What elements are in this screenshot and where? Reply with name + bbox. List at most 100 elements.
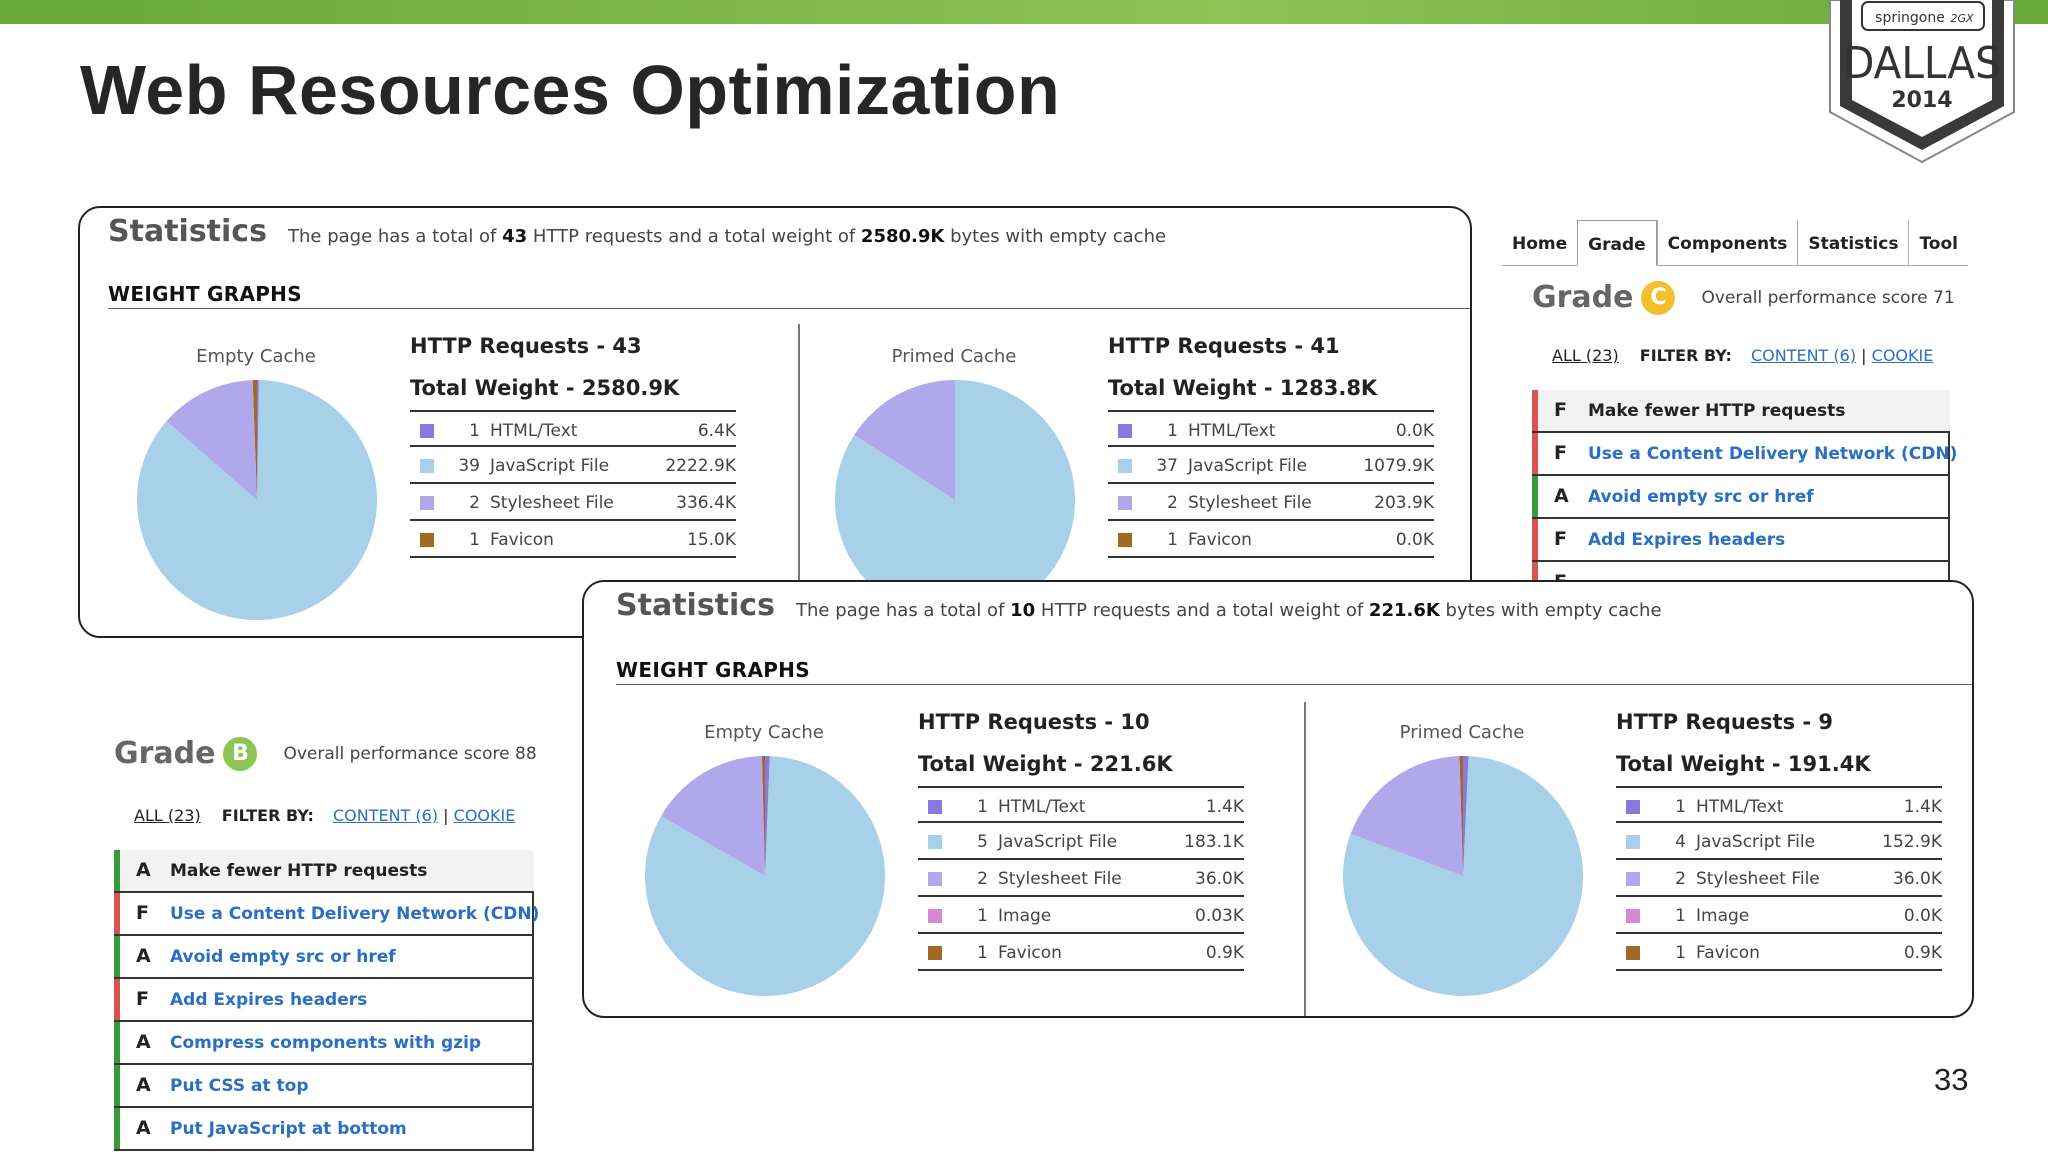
favicon-swatch	[1118, 533, 1132, 547]
http-requests-heading: HTTP Requests - 9	[1616, 710, 1834, 734]
tab-tools[interactable]: Tool	[1908, 220, 1968, 266]
rule-grade: A	[136, 1117, 151, 1139]
primed-cache-label: Primed Cache	[1399, 722, 1525, 743]
top-accent-bar	[0, 0, 2048, 24]
resource-count: 1	[1675, 906, 1686, 926]
resource-count: 1	[1167, 421, 1178, 441]
rule-text[interactable]: Use a Content Delivery Network (CDN)	[170, 904, 540, 924]
pie-slice-css	[166, 380, 257, 500]
filter-cookie-link[interactable]: COOKIE	[1871, 346, 1934, 365]
summary-text: HTTP requests and a total weight of	[527, 226, 861, 247]
rule-item[interactable]: F Use a Content Delivery Network (CDN)	[114, 893, 539, 936]
filter-all-link[interactable]: ALL (23)	[1552, 346, 1619, 365]
status-bar	[1532, 433, 1538, 474]
filter-cookie-link[interactable]: COOKIE	[453, 806, 516, 825]
grade-pane-left: Grade B Overall performance score 88 ALL (…	[110, 732, 550, 1152]
image-swatch	[1626, 909, 1640, 923]
rule-list: F Make fewer HTTP requests F Use a Content …	[1532, 390, 1957, 605]
resource-type: HTML/Text	[998, 797, 1086, 817]
rule-text[interactable]: Use a Content Delivery Network (CDN)	[1588, 444, 1958, 464]
statistics-panel-top: Statistics The page has a total of 43 HT…	[78, 206, 1472, 638]
status-bar	[114, 936, 120, 977]
rule-grade: A	[136, 945, 151, 967]
resource-count: 39	[458, 456, 480, 476]
tab-bar: Home Grade Components Statistics Tool	[1502, 220, 1968, 266]
filter-content-link[interactable]: CONTENT (6)	[1750, 346, 1857, 365]
tab-statistics[interactable]: Statistics	[1797, 220, 1908, 266]
rule-item[interactable]: F Make fewer HTTP requests	[1532, 390, 1950, 433]
resource-table: 1 HTML/Text 0.0K 37 JavaScript File 1079.9K 2 S…	[1108, 410, 1434, 558]
http-requests-heading: HTTP Requests - 10	[918, 710, 1150, 734]
grade-header: Grade C Overall performance score 71	[1532, 280, 1955, 315]
conference-badge-logo: springone 2GX DALLAS 2014	[1829, 0, 2015, 164]
resource-table: 1 HTML/Text 6.4K 39 JavaScript File 2222.9K 2 S…	[410, 410, 736, 558]
rule-item[interactable]: F Use a Content Delivery Network (CDN)	[1532, 433, 1957, 476]
html-swatch	[1626, 800, 1640, 814]
rule-text[interactable]: Put JavaScript at bottom	[170, 1119, 407, 1139]
filter-bar: ALL (23) FILTER BY: CONTENT (6) | COOKIE	[1552, 346, 1933, 365]
resource-count: 2	[977, 869, 988, 889]
badge-year: 2014	[1891, 88, 1952, 113]
rule-text[interactable]: Avoid empty src or href	[170, 947, 396, 967]
resource-row: 1 Image 0.03K	[918, 897, 1244, 934]
resource-count: 2	[469, 493, 480, 513]
rule-item[interactable]: A Make fewer HTTP requests	[114, 850, 534, 893]
rule-text[interactable]: Make fewer HTTP requests	[170, 861, 428, 881]
rule-item[interactable]: A Avoid empty src or href	[114, 936, 534, 979]
performance-score: Overall performance score 71	[1701, 287, 1955, 308]
divider	[108, 308, 1470, 309]
resource-row: 1 Favicon 0.9K	[1616, 934, 1942, 971]
rule-text[interactable]: Make fewer HTTP requests	[1588, 401, 1846, 421]
filter-all-link[interactable]: ALL (23)	[134, 806, 201, 825]
weight-graphs-heading: WEIGHT GRAPHS	[108, 282, 302, 306]
resource-row: 37 JavaScript File 1079.9K	[1108, 447, 1434, 484]
resource-size: 36.0K	[1195, 869, 1244, 889]
rule-text[interactable]: Add Expires headers	[1588, 530, 1786, 550]
html-swatch	[1118, 424, 1132, 438]
svg-text:2GX: 2GX	[1950, 12, 1974, 25]
js-swatch	[420, 459, 434, 473]
performance-score: Overall performance score 88	[283, 743, 537, 764]
js-swatch	[928, 835, 942, 849]
empty-cache-label: Empty Cache	[704, 722, 824, 743]
rule-item[interactable]: A Avoid empty src or href	[1532, 476, 1950, 519]
summary-text: bytes with empty cache	[1439, 600, 1662, 621]
status-bar	[114, 1065, 120, 1106]
empty-cache-label: Empty Cache	[196, 346, 316, 367]
page-number: 33	[1934, 1062, 1969, 1097]
rule-text[interactable]: Put CSS at top	[170, 1076, 309, 1096]
favicon-swatch	[420, 533, 434, 547]
rule-item[interactable]: F Add Expires headers	[1532, 519, 1950, 562]
rule-item[interactable]: A Put JavaScript at bottom	[114, 1108, 534, 1151]
grade-c-badge: C	[1641, 280, 1676, 315]
rule-text[interactable]: Add Expires headers	[170, 990, 368, 1010]
js-swatch	[1118, 459, 1132, 473]
resource-row: 1 Favicon 0.9K	[918, 934, 1244, 971]
tab-components[interactable]: Components	[1656, 220, 1798, 266]
resource-count: 1	[469, 530, 480, 550]
statistics-panel-bottom: Statistics The page has a total of 10 HT…	[582, 580, 1974, 1018]
rule-text[interactable]: Compress components with gzip	[170, 1033, 482, 1053]
resource-size: 2222.9K	[665, 456, 736, 476]
status-bar	[114, 1108, 120, 1149]
rule-item[interactable]: F Add Expires headers	[114, 979, 534, 1022]
rule-grade: A	[136, 1074, 151, 1096]
pie-slice-js	[835, 380, 1075, 620]
rule-text[interactable]: Avoid empty src or href	[1588, 487, 1814, 507]
tab-home[interactable]: Home	[1512, 234, 1568, 254]
rule-item[interactable]: A Compress components with gzip	[114, 1022, 534, 1065]
resource-count: 1	[977, 906, 988, 926]
filter-content-link[interactable]: CONTENT (6)	[332, 806, 439, 825]
rule-item[interactable]: A Put CSS at top	[114, 1065, 534, 1108]
pie-slice-js	[645, 756, 885, 996]
resource-count: 2	[1675, 869, 1686, 889]
pie-slice-html	[257, 380, 259, 500]
summary-requests: 10	[1010, 600, 1036, 621]
favicon-swatch	[1626, 946, 1640, 960]
http-requests-heading: HTTP Requests - 41	[1108, 334, 1340, 358]
grade-label: Grade	[1532, 280, 1634, 315]
resource-size: 15.0K	[687, 530, 736, 550]
resource-row: 4 JavaScript File 152.9K	[1616, 823, 1942, 860]
resource-type: Stylesheet File	[1696, 869, 1820, 889]
tab-grade[interactable]: Grade	[1577, 220, 1657, 266]
